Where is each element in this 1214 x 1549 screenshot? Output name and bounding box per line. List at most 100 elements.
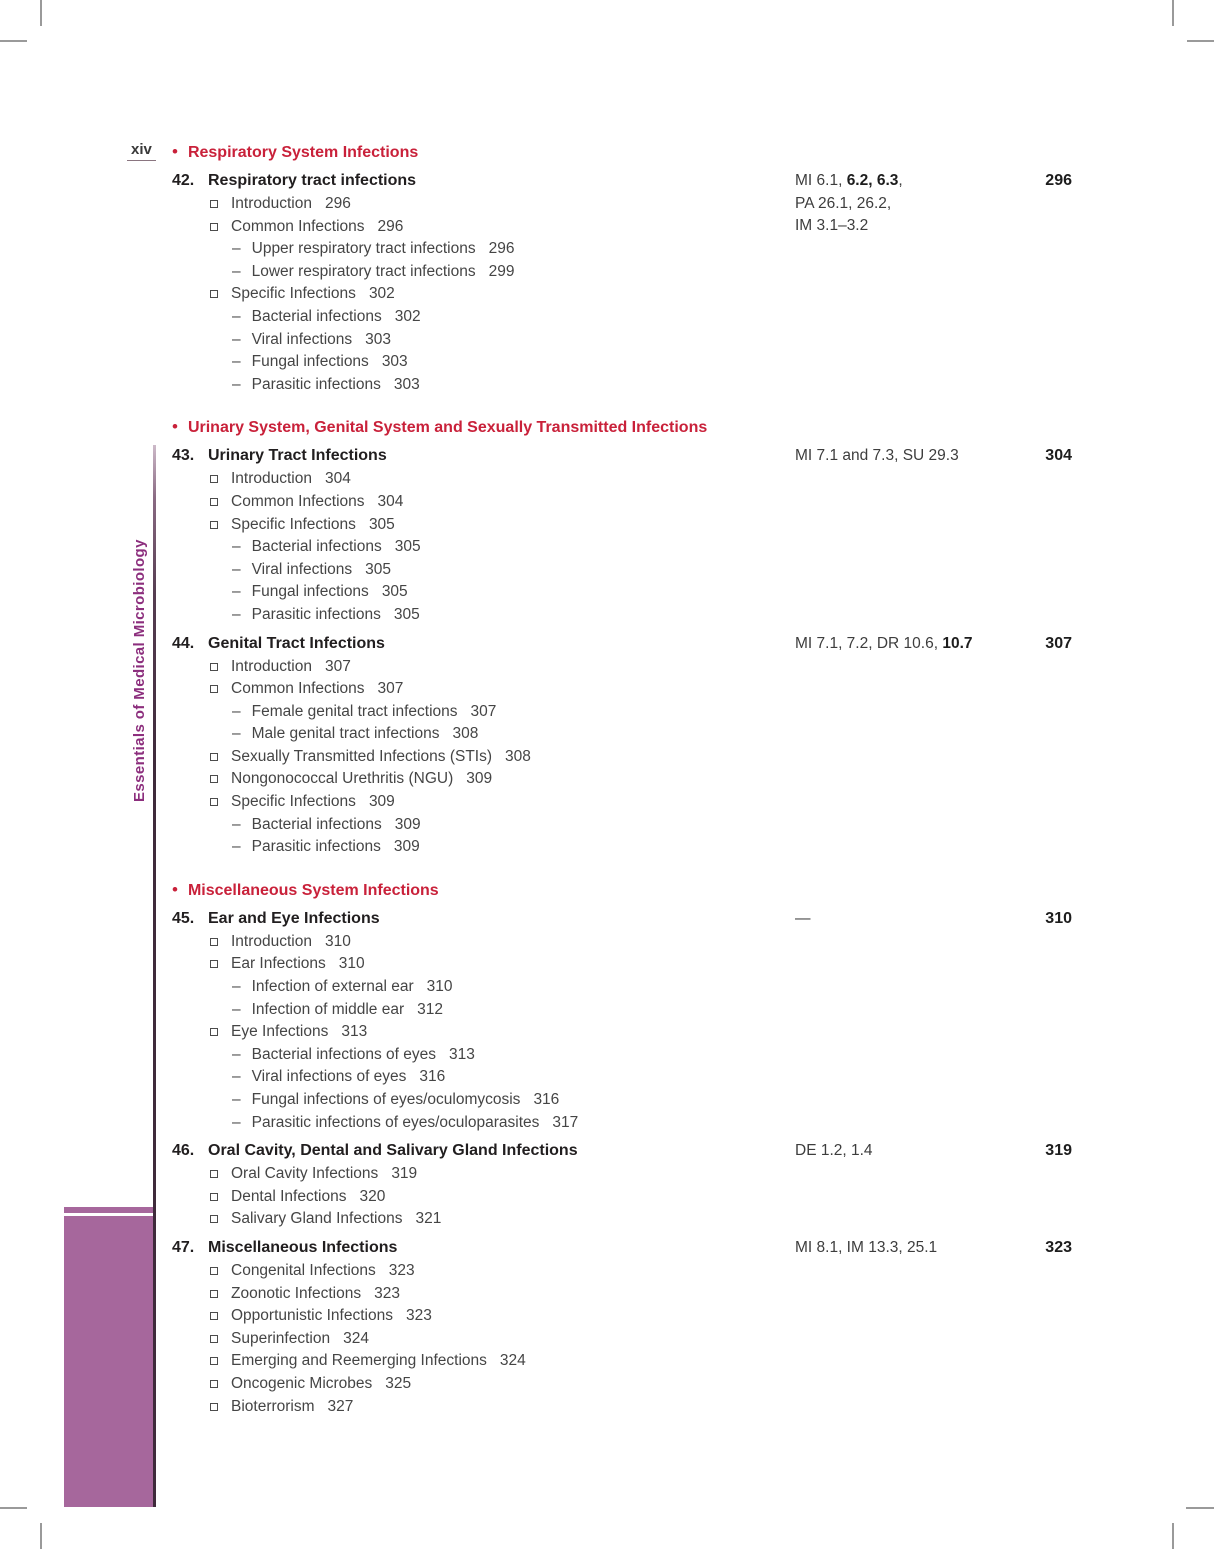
entry-page-number: 305: [381, 583, 408, 601]
dash-bullet-icon: –: [232, 978, 241, 996]
dash-bullet-icon: –: [232, 815, 241, 833]
toc-section: • Respiratory System Infections 42. Respira…: [172, 140, 1072, 396]
entry-page-number: 304: [325, 470, 351, 488]
chapter-title: Ear and Eye Infections: [208, 909, 380, 927]
dash-bullet-icon: –: [232, 1045, 241, 1063]
entry-page-number: 305: [394, 538, 421, 556]
entry-page-number: 299: [488, 262, 515, 280]
section-heading-row: • Urinary System, Genital System and Sexu…: [172, 415, 1072, 439]
entry-title: Specific Infections: [231, 285, 356, 303]
entry-title: Oncogenic Microbes: [231, 1374, 373, 1392]
chapter-number: 42.: [172, 172, 195, 189]
entry-title: Parasitic infections of eyes/oculoparasi…: [251, 1113, 540, 1131]
crop-mark-bottom-right-h: [1186, 1507, 1214, 1509]
square-bullet-icon: [210, 685, 218, 694]
chapter-title-row: 42. Respiratory tract infections: [172, 169, 795, 193]
competency-code-line: MI 7.1, 7.2, DR 10.6, 10.7: [795, 633, 1025, 656]
chapter-title: Respiratory tract infections: [208, 172, 417, 189]
competency-code-line: MI 6.1, 6.2, 6.3,: [795, 170, 1025, 193]
chapter-title-row: 47. Miscellaneous Infections: [172, 1236, 795, 1260]
square-bullet-icon: [210, 1266, 218, 1275]
entry-page-number: 317: [552, 1113, 579, 1131]
toc-entry: Common Infections 307: [172, 678, 795, 701]
square-bullet-icon: [210, 222, 218, 231]
entry-page-number: 309: [368, 793, 395, 811]
dash-bullet-icon: –: [232, 330, 241, 348]
entry-title: Opportunistic Infections: [231, 1307, 393, 1325]
dash-bullet-icon: –: [232, 538, 241, 556]
entry-title: Superinfection: [231, 1329, 331, 1347]
entry-page-number: 305: [368, 515, 395, 533]
dash-bullet-icon: –: [232, 1000, 241, 1018]
chapter-row: 43. Urinary Tract Infections Introduction 3…: [172, 444, 1072, 626]
chapter-page-number: 304: [1045, 447, 1072, 465]
competency-codes: MI 8.1, IM 13.3, 25.1: [795, 1236, 1025, 1260]
entry-page-number: 303: [365, 330, 392, 348]
chapter-row: 47. Miscellaneous Infections Congenital In…: [172, 1236, 1072, 1418]
section-heading-text: Urinary System, Genital System and Sexua…: [187, 419, 708, 437]
square-bullet-icon: [210, 290, 218, 299]
toc-entry: – Parasitic infections of eyes/oculoparas…: [172, 1112, 795, 1135]
square-bullet-icon: [210, 1357, 218, 1366]
chapter-row: 45. Ear and Eye Infections Introduction 310…: [172, 907, 1072, 1134]
entry-title: Infection of external ear: [251, 978, 414, 996]
crop-mark-bottom-left-v: [40, 1523, 42, 1549]
entry-title: Parasitic infections: [251, 605, 381, 623]
toc-entry: – Female genital tract infections 307: [172, 701, 795, 724]
chapter-title-row: 45. Ear and Eye Infections: [172, 907, 795, 931]
competency-code-line: —: [795, 908, 1025, 931]
section-heading-text: Respiratory System Infections: [187, 144, 419, 161]
entry-page-number: 309: [393, 838, 420, 856]
entry-title: Parasitic infections: [251, 375, 381, 393]
chapter-row: 42. Respiratory tract infections Introduct…: [172, 169, 1072, 396]
dash-bullet-icon: –: [232, 353, 241, 371]
crop-mark-bottom-right-v: [1172, 1523, 1174, 1549]
entry-title: Infection of middle ear: [251, 1000, 405, 1018]
dash-bullet-icon: –: [232, 605, 241, 623]
toc-entry: – Fungal infections of eyes/oculomycosis 3…: [172, 1089, 795, 1112]
entry-title: Viral infections of eyes: [251, 1068, 407, 1086]
entry-title: Specific Infections: [231, 515, 356, 533]
entry-page-number: 310: [325, 932, 351, 950]
section-heading-row: • Respiratory System Infections: [172, 140, 1072, 164]
entry-title: Fungal infections: [251, 353, 369, 371]
square-bullet-icon: [210, 775, 218, 784]
toc-entry: Oncogenic Microbes 325: [172, 1373, 795, 1396]
entry-page-number: 309: [394, 815, 421, 833]
entry-page-number: 303: [381, 353, 408, 371]
chapter-row: 44. Genital Tract Infections Introduction 3…: [172, 632, 1072, 859]
sidebar-vertical-rule: [153, 445, 156, 1507]
entry-page-number: 307: [377, 680, 404, 698]
entry-title: Specific Infections: [231, 793, 356, 811]
book-title-vertical: Essentials of Medical Microbiology: [131, 539, 148, 803]
square-bullet-icon: [210, 497, 218, 506]
entry-page-number: 305: [365, 560, 392, 578]
toc-entry: Opportunistic Infections 323: [172, 1305, 795, 1328]
square-bullet-icon: [210, 475, 218, 484]
square-bullet-icon: [210, 1215, 218, 1224]
entry-page-number: 302: [394, 307, 421, 325]
toc-entry: Common Infections 296: [172, 216, 795, 239]
toc-entry: Specific Infections 302: [172, 283, 795, 306]
section-bullet-icon: •: [172, 879, 178, 899]
toc-entry: Dental Infections 320: [172, 1186, 795, 1209]
entry-title: Common Infections: [231, 492, 365, 510]
chapter-main: 43. Urinary Tract Infections Introduction 3…: [172, 444, 795, 626]
entry-page-number: 324: [343, 1329, 369, 1347]
competency-code-line: IM 3.1–3.2: [795, 215, 1025, 238]
sidebar-white-stripe: [64, 1213, 155, 1216]
toc-entry: Introduction 310: [172, 931, 795, 954]
entry-page-number: 316: [419, 1068, 446, 1086]
entry-title: Fungal infections: [251, 583, 369, 601]
toc-entry: – Parasitic infections 309: [172, 836, 795, 859]
competency-codes: MI 6.1, 6.2, 6.3, PA 26.1, 26.2, IM 3.1–3.…: [795, 169, 1025, 238]
entry-page-number: 304: [377, 492, 404, 510]
chapter-main: 46. Oral Cavity, Dental and Salivary Glan…: [172, 1139, 795, 1231]
competency-code-segment: DE 1.2, 1.4: [795, 1142, 873, 1160]
square-bullet-icon: [210, 937, 218, 946]
dash-bullet-icon: –: [232, 1091, 241, 1108]
chapter-page-number: 323: [1045, 1238, 1072, 1256]
toc-entry: – Infection of middle ear 312: [172, 999, 795, 1022]
entry-title: Ear Infections: [231, 955, 326, 973]
entry-title: Viral infections: [251, 560, 353, 578]
